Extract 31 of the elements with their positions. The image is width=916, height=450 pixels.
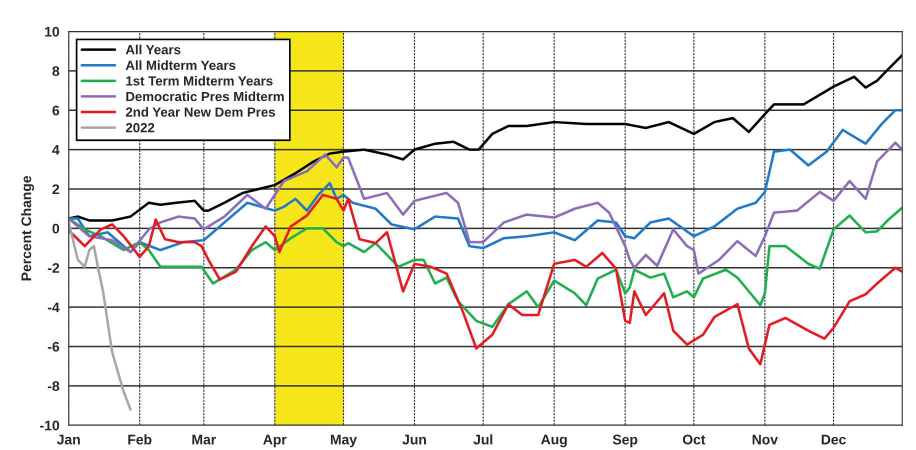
legend-label: All Midterm Years (126, 60, 236, 70)
line-series (68, 221, 132, 411)
y-axis-title: Percent Change (21, 176, 34, 280)
y-tick-label: 0 (52, 224, 60, 234)
y-tick-label: -2 (48, 263, 60, 273)
x-tick-label: Oct (682, 434, 706, 444)
y-tick-label: 6 (52, 106, 60, 116)
y-tick-label: -8 (48, 381, 60, 392)
x-tick-label: May (330, 434, 357, 448)
y-tick-label: 4 (52, 145, 60, 155)
x-tick-label: Apr (263, 434, 287, 448)
legend-label: 2nd Year New Dem Pres (126, 107, 276, 117)
legend-label: 2022 (126, 123, 154, 132)
legend-label: All Years (126, 44, 180, 54)
x-tick-label: Dec (822, 434, 846, 444)
y-tick-label: -10 (40, 420, 60, 430)
y-tick-label: -6 (48, 342, 60, 352)
legend-label: Democratic Pres Midterm (126, 91, 284, 102)
y-tick-label: 10 (45, 26, 60, 37)
x-tick-label: Jul (473, 434, 492, 444)
x-tick-label: Jan (56, 434, 80, 444)
y-tick-label: -4 (48, 302, 60, 312)
x-tick-label: Feb (128, 434, 152, 444)
legend-label: 1st Term Midterm Years (126, 76, 273, 86)
x-tick-label: Mar (192, 434, 216, 444)
x-tick-label: Nov (752, 434, 778, 444)
y-tick-label: 8 (52, 66, 60, 76)
x-tick-label: Sep (612, 434, 638, 448)
x-tick-label: Aug (541, 434, 567, 448)
y-tick-label: 2 (52, 184, 60, 194)
x-tick-label: Jun (402, 434, 426, 444)
